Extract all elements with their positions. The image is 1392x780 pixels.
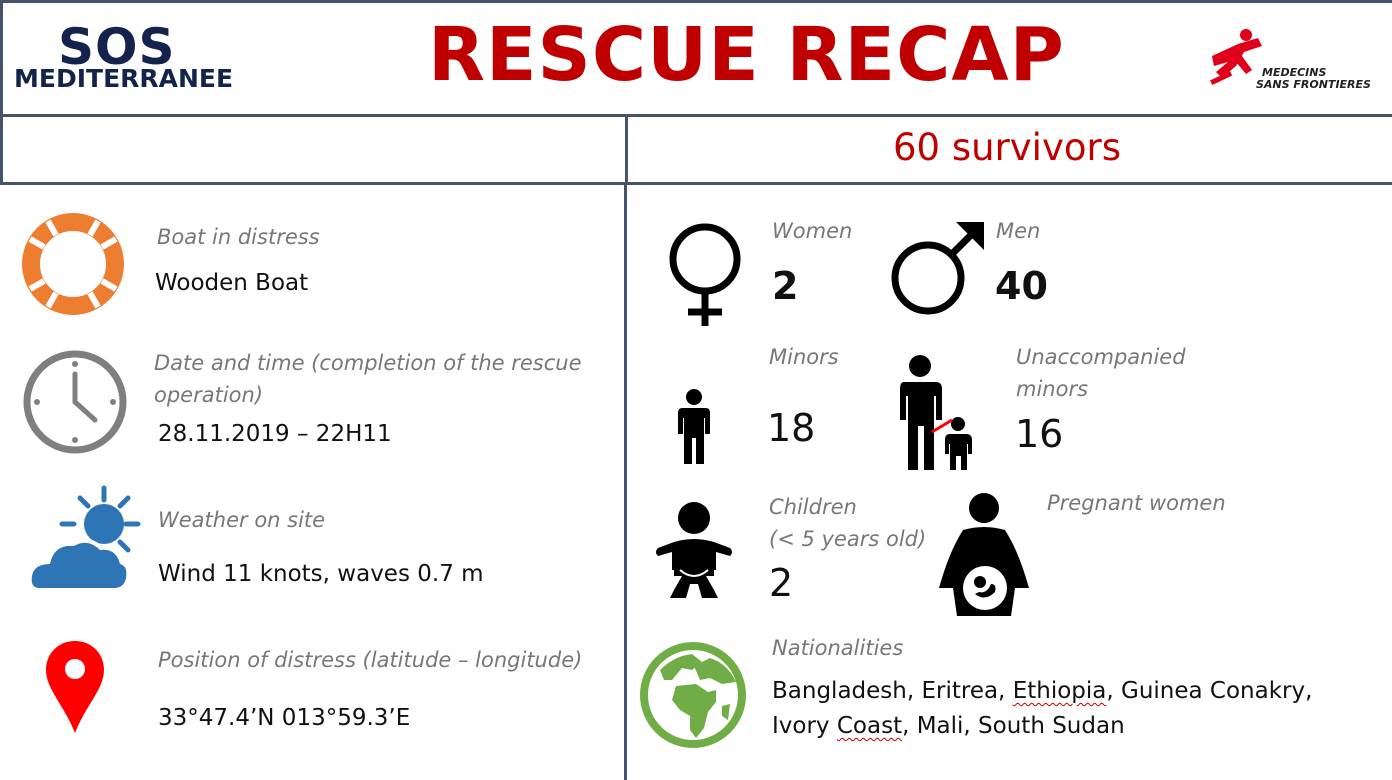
unaccompanied-value: 16 (1015, 412, 1064, 456)
nationalities-label: Nationalities (772, 636, 904, 660)
children-value: 2 (769, 561, 794, 605)
women-label: Women (772, 219, 853, 243)
unaccompanied-label-line1: Unaccompanied (1016, 345, 1186, 369)
unaccompanied-label-line2: minors (1016, 377, 1089, 401)
female-icon (669, 223, 741, 326)
map-pin-icon (46, 641, 104, 733)
weather-label: Weather on site (158, 508, 326, 532)
unaccompanied-minors-icon (900, 355, 972, 470)
minors-value: 18 (767, 406, 816, 450)
male-icon (891, 222, 984, 315)
nationalities-line2: Ivory Coast, Mali, South Sudan (772, 713, 1125, 739)
position-label: Position of distress (latitude – longitu… (158, 648, 583, 672)
msf-logo-icon (1210, 29, 1262, 85)
children-label-line2: (< 5 years old) (769, 527, 927, 551)
minor-icon (678, 389, 710, 464)
boat-value: Wooden Boat (155, 270, 309, 296)
weather-value: Wind 11 knots, waves 0.7 m (158, 561, 484, 587)
right-top-box (625, 114, 1392, 185)
nationalities-text: Bangladesh, Eritrea, (772, 678, 1013, 704)
nationalities-text: , Guinea Conakry, (1106, 678, 1313, 704)
sos-logo-line2: MEDITERRANEE (14, 64, 234, 93)
pregnant-woman-icon (939, 493, 1029, 616)
nationalities-line1: Bangladesh, Eritrea, Ethiopia, Guinea Co… (772, 678, 1312, 704)
sun-cloud-icon (29, 485, 141, 588)
datetime-label-line2: operation) (154, 383, 264, 407)
left-top-box (0, 114, 628, 185)
lifebuoy-icon (22, 213, 124, 315)
clock-icon (23, 350, 127, 454)
nationality-ethiopia: Ethiopia (1012, 678, 1107, 704)
minors-label: Minors (769, 345, 839, 369)
survivors-count: 60 survivors (893, 126, 1121, 169)
nationalities-text: Ivory (772, 713, 837, 739)
datetime-value: 28.11.2019 – 22H11 (158, 421, 392, 447)
children-label-line1: Children (769, 495, 857, 519)
nationality-coast: Coast (836, 713, 903, 739)
men-value: 40 (995, 264, 1048, 308)
women-value: 2 (772, 264, 799, 308)
datetime-label-line1: Date and time (completion of the rescue (154, 351, 582, 375)
globe-icon (640, 642, 746, 748)
nationalities-text: , Mali, South Sudan (902, 713, 1125, 739)
page-title: RESCUE RECAP (428, 12, 1065, 98)
position-value: 33°47.4’N 013°59.3’E (158, 705, 411, 731)
center-divider (624, 182, 627, 780)
pregnant-label: Pregnant women (1047, 491, 1226, 515)
baby-icon (656, 502, 732, 598)
sos-logo-line1: SOS (58, 18, 176, 76)
boat-label: Boat in distress (157, 225, 320, 249)
msf-logo-line1: MEDECINS (1262, 66, 1327, 79)
men-label: Men (996, 219, 1041, 243)
msf-logo-line2: SANS FRONTIERES (1256, 78, 1371, 91)
